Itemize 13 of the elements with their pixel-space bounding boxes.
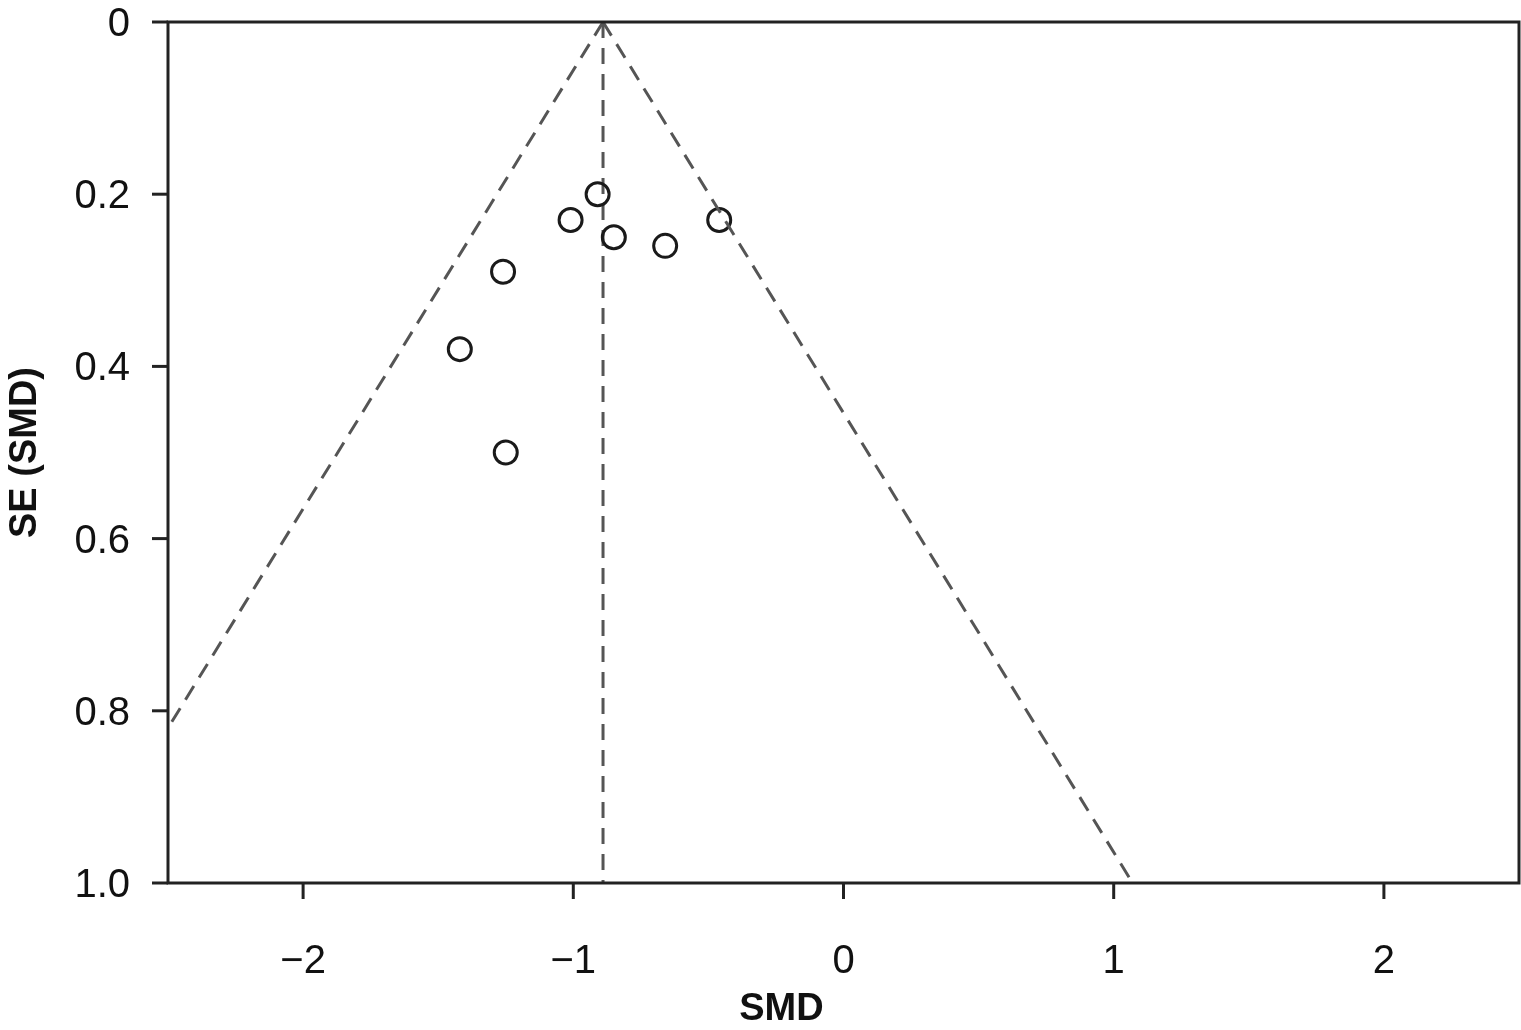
y-tick-label: 1.0: [74, 861, 130, 905]
y-tick-label: 0.2: [74, 172, 130, 217]
x-tick-label: −1: [550, 937, 597, 981]
y-tick-label: 0.8: [74, 688, 130, 733]
x-axis-title: SMD: [739, 986, 824, 1028]
x-tick-label: −2: [280, 937, 326, 981]
y-tick-label: 0.6: [74, 516, 130, 561]
x-tick-label: 0: [832, 937, 855, 981]
y-tick-label: 0: [107, 0, 130, 44]
x-tick-label: 1: [1102, 937, 1125, 981]
y-tick-label: 0.4: [74, 344, 130, 389]
x-tick-label: 2: [1372, 937, 1396, 981]
y-axis-title: SE (SMD): [2, 367, 44, 538]
